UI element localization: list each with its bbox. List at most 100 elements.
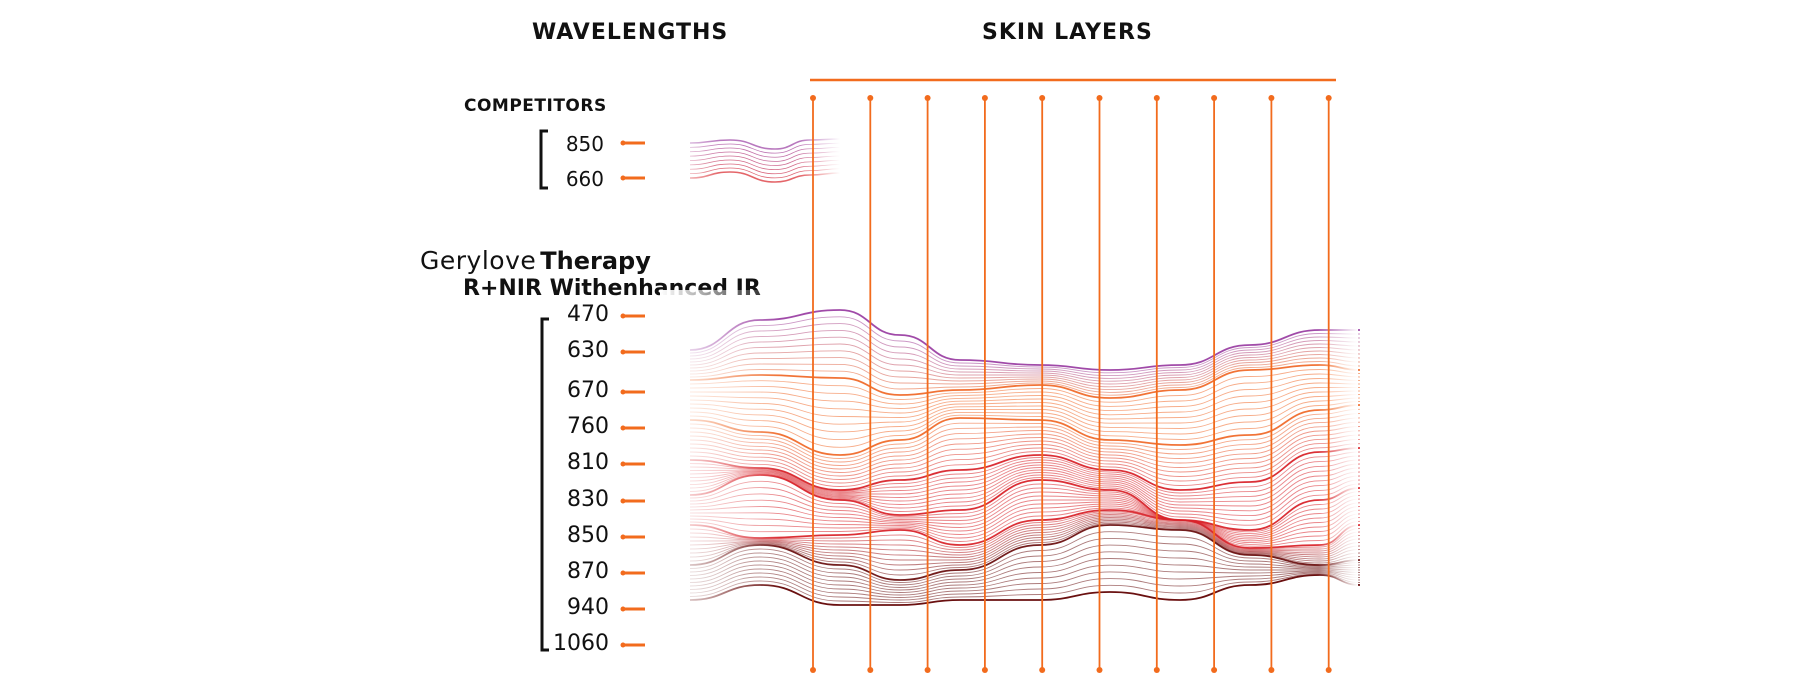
wave-line <box>689 573 1361 603</box>
wave-line <box>689 413 1361 463</box>
wavelength-bands <box>689 309 1361 606</box>
wave-line <box>689 487 1361 535</box>
wave-line <box>689 354 1361 391</box>
wave-line <box>689 537 1361 586</box>
wave-line <box>689 382 1361 416</box>
wave-line <box>689 558 1361 593</box>
skin-layer-top-dot <box>1325 95 1332 101</box>
skin-layer-top-dot <box>1153 95 1160 101</box>
wave-line <box>689 514 1361 553</box>
wavelengths-header: WAVELENGTHS <box>532 20 729 45</box>
wavelength-tick-dot <box>620 498 626 504</box>
skin-layer-bottom-dot <box>924 667 931 673</box>
skin-layer-bottom-dot <box>1211 667 1218 673</box>
wave-line <box>689 505 1361 545</box>
skin-layer-bottom-dot <box>810 667 816 673</box>
brand-suffix: Therapy <box>540 247 651 275</box>
wavelength-tick-dot <box>620 349 626 355</box>
skin-layer-top-dot <box>1039 95 1046 101</box>
wave-line <box>689 574 1361 606</box>
wave-line <box>689 434 1361 480</box>
wavelength-label: 810 <box>567 450 609 475</box>
wavelength-label: 830 <box>567 487 609 512</box>
wave-line <box>689 551 1361 591</box>
wave-line <box>689 430 1361 477</box>
wave-line <box>689 571 1361 598</box>
wave-line <box>689 517 1361 558</box>
wavelength-tick-dot <box>620 642 626 648</box>
wave-line <box>689 404 1361 456</box>
wave-line <box>689 323 1361 377</box>
wave-line <box>689 544 1361 588</box>
wave-line <box>689 512 1361 551</box>
wave-line <box>689 378 1361 412</box>
wavelength-brackets <box>539 129 549 652</box>
wave-line <box>689 316 1361 374</box>
wavelength-ticks <box>620 140 645 648</box>
wave-line <box>689 426 1361 473</box>
wave-line <box>689 509 1361 549</box>
wavelength-tick-dot <box>620 140 626 146</box>
wave-line <box>689 515 1361 556</box>
wave-line <box>689 309 1360 371</box>
wave-line <box>689 520 1361 566</box>
wavelength-label: 630 <box>567 338 609 363</box>
skin-layer-top-dot <box>924 95 931 101</box>
wave-line <box>689 394 1361 433</box>
wavelength-label: 670 <box>567 378 609 403</box>
skin-layer-bottom-dot <box>1325 667 1332 673</box>
wave-line <box>689 343 1361 385</box>
wave-line <box>689 329 1361 379</box>
wave-line <box>689 421 1361 470</box>
wave-line <box>689 350 1361 388</box>
wave-line <box>689 473 1361 521</box>
wave-line <box>689 373 1361 407</box>
wavelength-label: 1060 <box>553 631 609 656</box>
wave-line <box>689 480 1361 533</box>
wave-line <box>689 408 1361 459</box>
wavelength-tick-dot <box>620 389 626 395</box>
wave-line <box>689 564 1361 596</box>
skin-layers-header: SKIN LAYERS <box>982 20 1153 45</box>
skin-layer-bottom-dot <box>1268 667 1275 673</box>
wave-line <box>689 387 1360 420</box>
wave-line <box>689 401 1361 448</box>
wavelength-tick-dot <box>620 313 626 319</box>
wavelength-label: 850 <box>567 523 609 548</box>
skin-layer-top-dot <box>867 95 874 101</box>
skin-layer-bottom-dot <box>1153 667 1160 673</box>
wave-line <box>689 397 1361 441</box>
wave-line <box>689 361 1361 396</box>
wave-line <box>689 357 1361 393</box>
wave-line <box>689 447 1361 491</box>
wave-line <box>689 472 1361 517</box>
wave-line <box>689 369 1361 403</box>
wave-line <box>689 531 1361 583</box>
wave-line <box>689 463 1361 503</box>
brand-logo: Gerylove <box>420 246 537 275</box>
wavelength-label: 870 <box>567 559 609 584</box>
wave-line <box>689 467 1361 507</box>
wave-line <box>689 469 1361 512</box>
wave-line <box>689 459 1361 500</box>
wavelength-tick-dot <box>620 606 626 612</box>
wave-line <box>689 455 1361 497</box>
wave-line <box>689 572 1361 601</box>
skin-layer-top-dot <box>1268 95 1275 101</box>
wavelength-label: 940 <box>567 595 609 620</box>
wave-line <box>689 336 1361 382</box>
wave-line <box>689 443 1361 487</box>
wavelength-tick-dot <box>620 175 626 181</box>
skin-layer-top-dot <box>810 95 816 101</box>
wavelength-tick-dot <box>620 534 626 540</box>
wave-line <box>689 507 1361 547</box>
wavelength-tick-dot <box>620 461 626 467</box>
wave-line <box>689 404 1361 456</box>
competitors-title: COMPETITORS <box>464 96 607 116</box>
competitor-bracket <box>539 129 548 190</box>
wave-line <box>689 309 1360 371</box>
product-bracket <box>540 317 549 652</box>
skin-layer-top-dot <box>1211 95 1218 101</box>
skin-layer-top-dot <box>981 95 988 101</box>
